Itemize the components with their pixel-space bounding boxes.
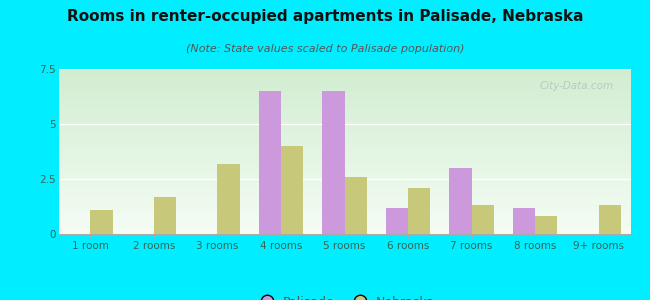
Bar	[599, 206, 621, 234]
Legend: Palisade, Nebraska: Palisade, Nebraska	[249, 290, 440, 300]
Text: Rooms in renter-occupied apartments in Palisade, Nebraska: Rooms in renter-occupied apartments in P…	[67, 9, 583, 24]
Bar	[535, 216, 558, 234]
Bar	[513, 208, 535, 234]
Bar	[408, 188, 430, 234]
Bar	[217, 164, 240, 234]
Bar	[154, 196, 176, 234]
Bar	[322, 91, 344, 234]
Bar	[90, 210, 112, 234]
Bar	[281, 146, 303, 234]
Text: (Note: State values scaled to Palisade population): (Note: State values scaled to Palisade p…	[186, 44, 464, 53]
Text: City-Data.com: City-Data.com	[540, 80, 614, 91]
Bar	[386, 208, 408, 234]
Bar	[259, 91, 281, 234]
Bar	[449, 168, 472, 234]
Bar	[344, 177, 367, 234]
Bar	[472, 206, 494, 234]
